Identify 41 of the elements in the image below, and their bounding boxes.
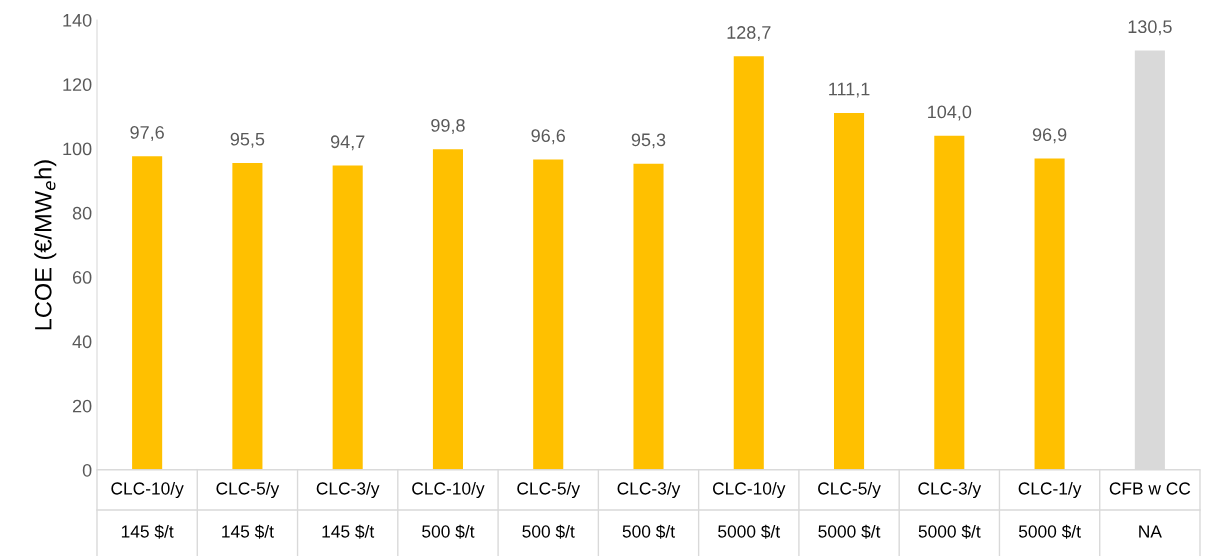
y-tick-label: 40: [72, 335, 92, 349]
bar: [232, 163, 263, 470]
category-label: CFB w CC NA: [1109, 482, 1191, 538]
bar: [633, 163, 664, 470]
category-label: CLC-10/y 5000 $/t: [712, 481, 786, 539]
category-label: CLC-5/y 5000 $/t: [818, 481, 881, 539]
category-label: CLC-10/y 500 $/t: [412, 481, 485, 539]
bar: [332, 165, 363, 470]
data-label: 97,6: [130, 126, 164, 141]
bar: [733, 56, 764, 470]
y-tick-label: 120: [63, 78, 92, 92]
bar: [533, 159, 564, 470]
data-label: 96,9: [1032, 128, 1067, 144]
bar: [432, 149, 463, 470]
category-label: CLC-5/y 145 $/t: [216, 481, 280, 539]
category-label: CLC-1/y 5000 $/t: [1018, 481, 1082, 539]
data-label: 94,7: [330, 135, 365, 151]
data-label: 99,8: [431, 118, 465, 134]
category-label: CLC-10/y 145 $/t: [111, 481, 184, 539]
y-tick-label: 140: [63, 13, 92, 27]
data-label: 130,5: [1128, 20, 1172, 36]
bar: [834, 112, 865, 470]
y-tick-label: 80: [72, 206, 92, 220]
y-tick-label: 0: [82, 463, 92, 477]
category-label: CLC-3/y 5000 $/t: [918, 481, 982, 539]
y-tick-label: 20: [72, 399, 92, 413]
data-label: 96,6: [531, 129, 566, 145]
data-label: 95,5: [230, 132, 265, 148]
bar: [934, 135, 965, 470]
y-axis-title: LCOE (€/MW$_{e}$h): [34, 160, 57, 330]
data-label: 128,7: [727, 26, 771, 41]
bar: [132, 156, 163, 470]
data-label: 95,3: [631, 133, 666, 149]
bar: [1034, 158, 1065, 470]
category-label: CLC-5/y 500 $/t: [517, 481, 581, 539]
data-label: 104,0: [928, 105, 972, 121]
data-label: 111,1: [829, 82, 870, 98]
y-tick-label: 100: [63, 142, 92, 156]
category-label: CLC-3/y 500 $/t: [617, 481, 681, 539]
category-label: CLC-3/y 145 $/t: [316, 481, 380, 539]
y-tick-label: 60: [72, 271, 92, 284]
